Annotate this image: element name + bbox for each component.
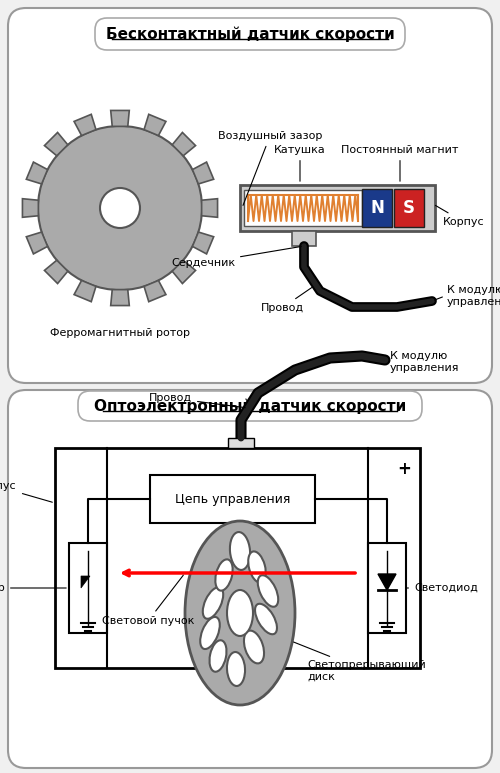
Bar (150, 475, 315, 523)
Polygon shape (172, 132, 196, 156)
FancyBboxPatch shape (78, 391, 422, 421)
Text: Светопрерывающий
диск: Светопрерывающий диск (294, 642, 426, 682)
Text: Сердечник: Сердечник (171, 247, 302, 268)
Polygon shape (44, 132, 68, 156)
Polygon shape (172, 261, 196, 284)
Text: Цепь управления: Цепь управления (175, 492, 290, 506)
Text: Корпус: Корпус (0, 481, 52, 502)
Text: Провод: Провод (149, 393, 245, 407)
Polygon shape (110, 111, 130, 126)
Text: Ферромагнитный ротор: Ферромагнитный ротор (50, 328, 190, 338)
Text: К модулю
управления: К модулю управления (447, 285, 500, 307)
Text: Оптоэлектронный датчик скорости: Оптоэлектронный датчик скорости (94, 398, 406, 414)
Ellipse shape (244, 631, 264, 663)
Polygon shape (144, 114, 166, 135)
Ellipse shape (185, 521, 295, 705)
Ellipse shape (216, 560, 232, 591)
Text: +: + (397, 460, 411, 478)
Circle shape (38, 126, 202, 290)
Ellipse shape (255, 604, 277, 635)
Ellipse shape (227, 590, 253, 636)
Text: N: N (370, 199, 384, 217)
Polygon shape (22, 199, 38, 217)
Text: Световой пучок: Световой пучок (102, 575, 194, 626)
Ellipse shape (248, 551, 266, 583)
Polygon shape (202, 199, 218, 217)
Polygon shape (74, 114, 96, 135)
Text: Воздушный зазор: Воздушный зазор (218, 131, 322, 206)
Ellipse shape (210, 640, 226, 672)
Bar (394, 189, 424, 227)
Ellipse shape (227, 652, 245, 686)
Polygon shape (26, 162, 48, 184)
Polygon shape (144, 281, 166, 301)
Bar (69, 543, 107, 633)
Polygon shape (26, 232, 48, 254)
Polygon shape (192, 162, 214, 184)
Text: К модулю
управления: К модулю управления (390, 351, 460, 373)
Text: S: S (403, 199, 415, 217)
Bar (228, 438, 254, 448)
FancyBboxPatch shape (8, 8, 492, 383)
Polygon shape (74, 281, 96, 301)
Text: Бесконтактный датчик скорости: Бесконтактный датчик скорости (106, 26, 395, 42)
Bar (240, 185, 435, 231)
Text: Светодиод: Светодиод (406, 583, 478, 593)
FancyBboxPatch shape (8, 390, 492, 768)
Bar (368, 543, 406, 633)
Ellipse shape (200, 617, 220, 649)
Polygon shape (110, 290, 130, 305)
Bar (55, 448, 420, 668)
Bar (362, 189, 392, 227)
Polygon shape (192, 232, 214, 254)
FancyBboxPatch shape (95, 18, 405, 50)
Text: Провод: Провод (260, 288, 312, 313)
Bar (244, 190, 362, 226)
Ellipse shape (258, 575, 278, 607)
Text: Корпус: Корпус (436, 206, 484, 227)
Polygon shape (378, 574, 396, 590)
Polygon shape (44, 261, 68, 284)
Text: Постоянный магнит: Постоянный магнит (342, 145, 458, 181)
Polygon shape (81, 576, 90, 588)
Text: Катушка: Катушка (274, 145, 326, 181)
Ellipse shape (203, 587, 223, 618)
Ellipse shape (230, 532, 250, 570)
Bar (292, 231, 316, 246)
Circle shape (100, 188, 140, 228)
Text: Фототранзистор: Фототранзистор (0, 583, 66, 593)
